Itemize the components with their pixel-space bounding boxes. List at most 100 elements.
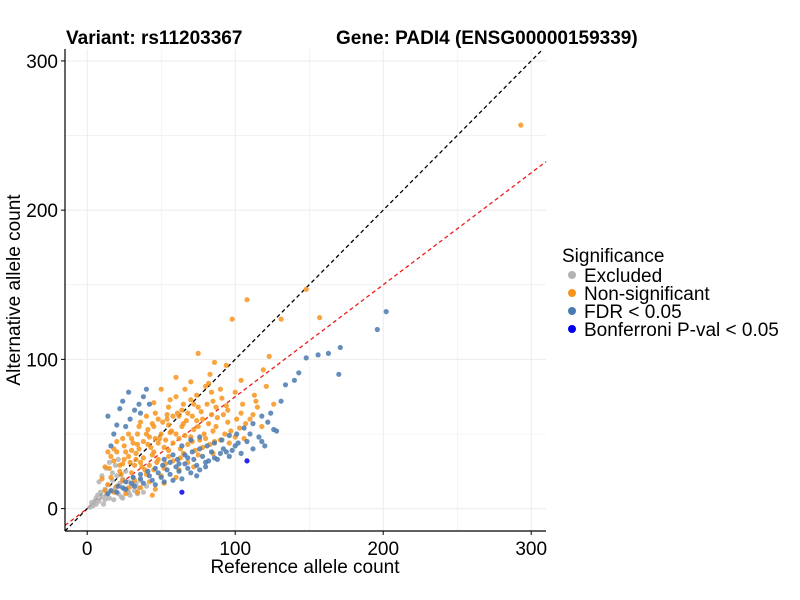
data-point <box>250 446 256 452</box>
data-point <box>140 438 146 445</box>
data-point <box>127 459 133 465</box>
data-point <box>185 465 191 471</box>
data-point <box>152 435 158 442</box>
data-point <box>106 465 112 471</box>
data-point <box>155 470 161 476</box>
data-point <box>191 401 197 407</box>
data-point <box>173 431 179 437</box>
y-axis-title: Alternative allele count <box>4 194 25 386</box>
data-point <box>191 426 197 433</box>
data-point <box>176 413 182 419</box>
data-point <box>206 421 212 427</box>
data-point <box>173 394 179 400</box>
data-point <box>105 491 111 497</box>
data-point <box>244 438 250 445</box>
data-point <box>204 401 210 407</box>
data-point <box>146 434 152 440</box>
series-non-significant <box>99 122 524 498</box>
data-point <box>203 435 209 442</box>
data-point <box>170 452 176 458</box>
data-point <box>166 453 172 459</box>
legend-title: Significance <box>562 246 664 267</box>
data-point <box>234 416 240 422</box>
data-point <box>220 412 226 418</box>
data-point <box>274 428 280 434</box>
data-point <box>106 459 112 465</box>
data-point <box>195 404 201 410</box>
data-point <box>118 471 124 477</box>
data-point <box>188 379 194 385</box>
data-point <box>161 444 167 450</box>
x-axis-title: Reference allele count <box>210 557 400 578</box>
grid-lines <box>65 49 546 531</box>
x-tick-label: 0 <box>82 539 93 560</box>
data-point <box>213 423 219 430</box>
legend-marker <box>568 289 576 297</box>
data-point <box>223 362 229 368</box>
legend-label: Excluded <box>584 266 662 287</box>
data-point <box>146 473 152 479</box>
data-point <box>123 449 129 455</box>
data-point <box>195 452 201 458</box>
y-tick-label: 0 <box>47 500 58 521</box>
data-point <box>149 477 155 483</box>
data-point <box>303 286 309 292</box>
data-point <box>152 482 158 488</box>
data-point <box>207 371 213 377</box>
data-point <box>278 316 284 322</box>
y-tick-label: 200 <box>26 201 58 222</box>
data-point <box>226 432 232 439</box>
data-point <box>238 450 244 456</box>
data-point <box>268 410 274 416</box>
data-point <box>247 431 253 437</box>
legend-label: Non-significant <box>584 284 710 305</box>
data-point <box>167 471 173 477</box>
data-point <box>126 453 132 459</box>
data-point <box>182 432 188 439</box>
data-point <box>134 431 141 437</box>
data-point <box>97 489 104 495</box>
data-point <box>185 455 191 461</box>
data-point <box>211 455 218 461</box>
data-point <box>167 459 173 465</box>
data-point <box>114 489 120 495</box>
data-point <box>291 377 297 383</box>
data-point <box>229 447 235 453</box>
data-point <box>374 326 380 333</box>
data-point <box>143 413 149 419</box>
data-point <box>240 401 246 407</box>
legend-label: Bonferroni P-val < 0.05 <box>584 320 779 341</box>
x-tick-label: 300 <box>515 539 547 560</box>
data-point <box>137 419 144 425</box>
data-point <box>176 461 182 467</box>
data-point <box>195 423 201 430</box>
data-point <box>137 485 144 491</box>
data-point <box>176 435 182 442</box>
data-point <box>250 412 256 418</box>
data-point <box>182 461 188 467</box>
data-point <box>134 441 141 447</box>
data-point <box>251 392 257 398</box>
data-point <box>146 462 152 468</box>
data-point <box>336 371 342 377</box>
data-point <box>140 394 146 400</box>
data-point <box>225 419 231 425</box>
data-point <box>160 419 166 425</box>
data-point <box>197 467 203 473</box>
data-point <box>152 465 158 471</box>
legend-label: FDR < 0.05 <box>584 302 682 323</box>
data-point <box>259 423 265 430</box>
legend-marker <box>568 325 576 333</box>
data-point <box>136 401 142 407</box>
data-point <box>123 486 129 492</box>
data-point <box>140 480 146 486</box>
data-point <box>191 456 197 462</box>
legend-marker <box>568 307 576 315</box>
data-point <box>127 416 133 422</box>
data-point <box>208 389 215 395</box>
data-point <box>137 476 144 482</box>
data-point <box>253 398 259 404</box>
data-point <box>100 501 107 507</box>
data-point <box>296 370 302 376</box>
data-point <box>197 446 203 452</box>
